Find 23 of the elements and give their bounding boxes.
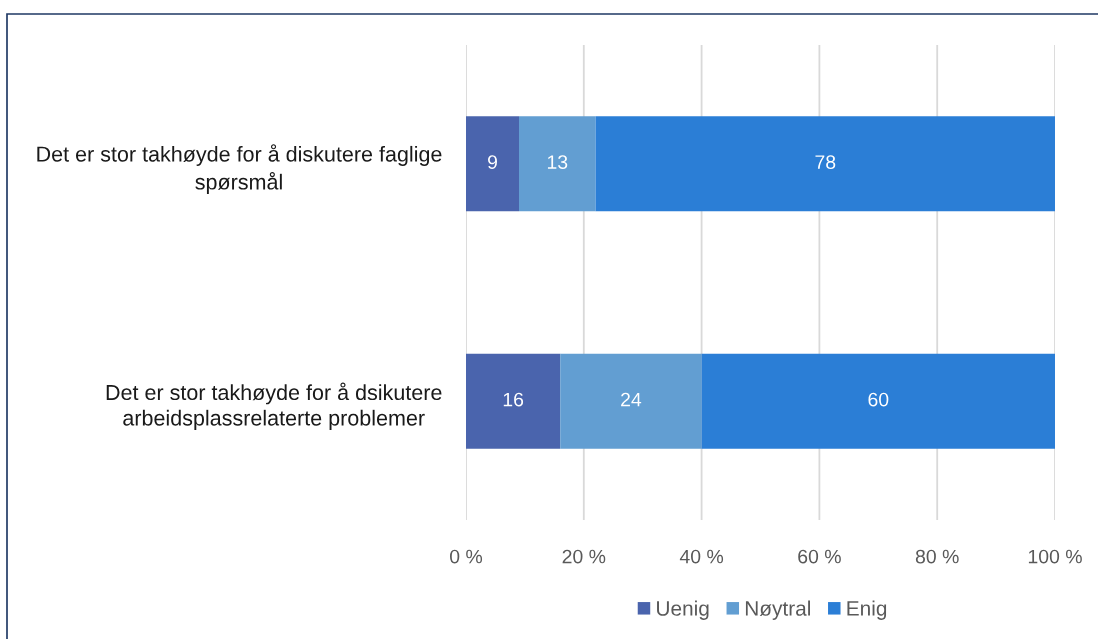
data-label: 13 [547,155,568,169]
bar [560,353,702,449]
data-label: 78 [815,155,836,169]
data-label: 9 [488,155,497,169]
legend-label: Nøytral [745,600,810,620]
x-tick-label: 80 % [915,549,959,564]
bar [701,353,1055,449]
x-tick-label: 100 % [1028,549,1082,564]
legend-label: Enig [847,600,887,620]
y-tick-label: Det er stor takhøyde for å diskutere faglige spørsmål [37,144,442,194]
x-tick-label: 0 % [450,549,483,564]
data-label: 16 [503,392,524,407]
data-label: 24 [621,392,642,407]
bar [466,116,520,212]
x-tick-label: 40 % [679,549,724,564]
x-tick-label: 60 % [798,549,841,564]
y-tick-label: Det er stor takhøyde for å dsikutere arbeidsplassrelaterte problemer [106,382,442,430]
bar [466,353,561,449]
data-label: 60 [868,392,889,407]
legend-label: Uenig [657,600,709,620]
bar [519,116,596,212]
bar [595,116,1055,212]
x-tick-label: 20 % [562,549,606,564]
